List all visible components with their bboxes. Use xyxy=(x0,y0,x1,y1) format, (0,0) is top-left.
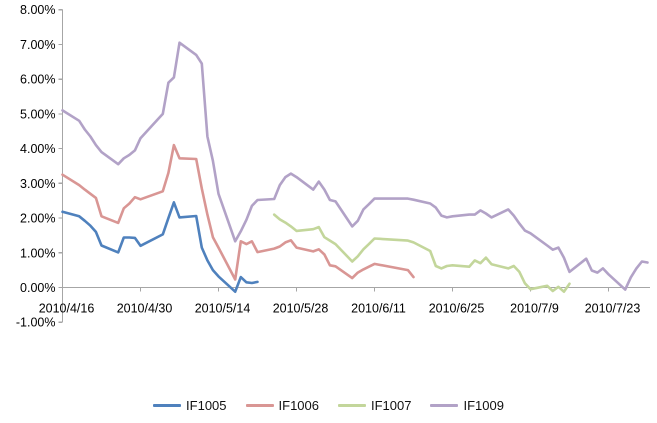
legend-swatch xyxy=(153,404,182,407)
series-line-IF1007 xyxy=(272,213,571,293)
legend-label: IF1009 xyxy=(463,398,504,413)
x-axis-label: 2010/7/23 xyxy=(585,302,641,316)
series-line-IF1005 xyxy=(61,201,259,293)
x-axis-label: 2010/6/25 xyxy=(429,302,485,316)
x-axis-label: 2010/6/11 xyxy=(351,302,406,316)
y-axis-label: -1.00% xyxy=(16,316,56,330)
legend-swatch xyxy=(430,404,459,407)
x-axis-label: 2010/7/9 xyxy=(510,302,559,316)
legend-swatch xyxy=(245,404,274,407)
y-axis-label: 5.00% xyxy=(20,107,55,121)
y-axis-label: 4.00% xyxy=(20,142,55,156)
x-axis-label: 2010/4/16 xyxy=(39,302,95,316)
x-axis-label: 2010/5/14 xyxy=(195,302,251,316)
y-axis-label: 2.00% xyxy=(20,212,55,226)
legend-label: IF1006 xyxy=(278,398,319,413)
legend: IF1005 IF1006 IF1007 IF1009 xyxy=(0,399,657,412)
legend-label: IF1007 xyxy=(371,398,412,413)
legend-swatch xyxy=(338,404,366,407)
y-axis-label: 7.00% xyxy=(20,38,55,52)
series-line-IF1006 xyxy=(61,143,415,281)
y-axis-label: 3.00% xyxy=(20,177,55,191)
y-axis-label: 1.00% xyxy=(20,246,55,260)
y-axis-label: 0.00% xyxy=(20,281,55,295)
legend-item-IF1009: IF1009 xyxy=(430,398,504,413)
y-axis-label: 8.00% xyxy=(20,3,55,17)
x-axis-label: 2010/5/28 xyxy=(273,302,329,316)
y-axis-label: 6.00% xyxy=(20,73,55,87)
legend-item-IF1006: IF1006 xyxy=(245,398,319,413)
x-axis-label: 2010/4/30 xyxy=(117,302,173,316)
legend-label: IF1005 xyxy=(186,398,227,413)
series-line-IF1009 xyxy=(61,41,649,291)
legend-item-IF1007: IF1007 xyxy=(338,399,411,412)
legend-item-IF1005: IF1005 xyxy=(153,398,227,413)
